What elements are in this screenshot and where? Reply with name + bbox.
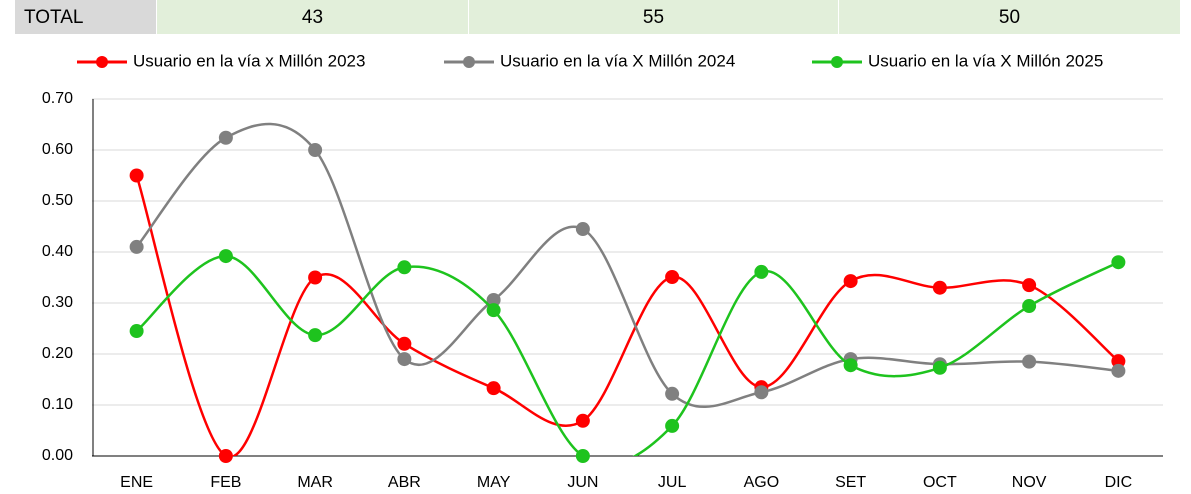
legend-marker: [463, 56, 475, 68]
data-point: [397, 260, 412, 275]
y-tick-label: 0.50: [42, 192, 73, 209]
header-cell: [469, 0, 838, 34]
series-line: [135, 122, 1119, 409]
data-point: [1111, 354, 1126, 369]
series-line: [135, 175, 1120, 456]
legend-label: Usuario en la vía X Millón 2025: [868, 51, 1103, 70]
data-point: [218, 449, 233, 463]
x-tick-label: JUL: [658, 474, 687, 491]
data-point: [486, 303, 501, 318]
x-tick-label: MAR: [297, 474, 333, 491]
legend-marker: [96, 56, 108, 68]
data-point: [575, 449, 590, 463]
data-point: [308, 270, 323, 285]
y-tick-label: 0.60: [42, 141, 73, 158]
data-point: [932, 280, 947, 295]
x-tick-label: ABR: [388, 474, 421, 491]
data-point: [843, 274, 858, 289]
x-tick-label: ENE: [120, 474, 153, 491]
data-point: [218, 249, 233, 264]
data-point: [1111, 363, 1126, 378]
x-tick-label: FEB: [210, 474, 241, 491]
data-point: [843, 358, 858, 373]
data-point: [218, 130, 233, 145]
header-cell: [157, 0, 468, 34]
data-point: [754, 385, 769, 400]
y-tick-label: 0.20: [42, 345, 73, 362]
data-point: [1022, 354, 1037, 369]
legend-label: Usuario en la vía x Millón 2023: [133, 51, 365, 70]
data-point: [665, 386, 680, 401]
data-point: [665, 269, 680, 284]
x-tick-label: DIC: [1105, 474, 1133, 491]
legend-label: Usuario en la vía X Millón 2024: [500, 51, 735, 70]
data-point: [397, 352, 412, 367]
y-tick-label: 0.00: [42, 447, 73, 464]
data-point: [575, 413, 590, 428]
data-point: [575, 222, 590, 237]
data-point: [486, 292, 501, 307]
data-point: [486, 381, 501, 396]
x-tick-label: NOV: [1012, 474, 1047, 491]
data-point: [1022, 299, 1037, 314]
data-point: [1111, 255, 1126, 270]
x-tick-label: JUN: [567, 474, 598, 491]
x-tick-label: AGO: [744, 474, 780, 491]
data-point: [932, 360, 947, 375]
x-tick-label: OCT: [923, 474, 957, 491]
x-tick-label: MAY: [477, 474, 511, 491]
y-tick-label: 0.10: [42, 396, 73, 413]
data-point: [665, 418, 680, 433]
data-point: [308, 328, 323, 343]
header-value: 50: [999, 7, 1020, 28]
data-point: [308, 143, 323, 157]
data-point: [1022, 278, 1037, 293]
series-line: [135, 254, 1119, 456]
header-value: 43: [302, 7, 323, 28]
header-cell: [839, 0, 1180, 34]
header-value: 55: [643, 7, 664, 28]
header-label-cell: [15, 0, 156, 34]
data-point: [129, 239, 144, 254]
data-point: [397, 336, 412, 351]
data-point: [129, 168, 144, 183]
header-label: TOTAL: [24, 7, 83, 28]
y-tick-label: 0.40: [42, 243, 73, 260]
legend-marker: [831, 56, 843, 68]
y-tick-label: 0.30: [42, 294, 73, 311]
data-point: [129, 324, 144, 339]
data-point: [754, 264, 769, 279]
x-tick-label: SET: [835, 474, 866, 491]
y-tick-label: 0.70: [42, 90, 73, 107]
